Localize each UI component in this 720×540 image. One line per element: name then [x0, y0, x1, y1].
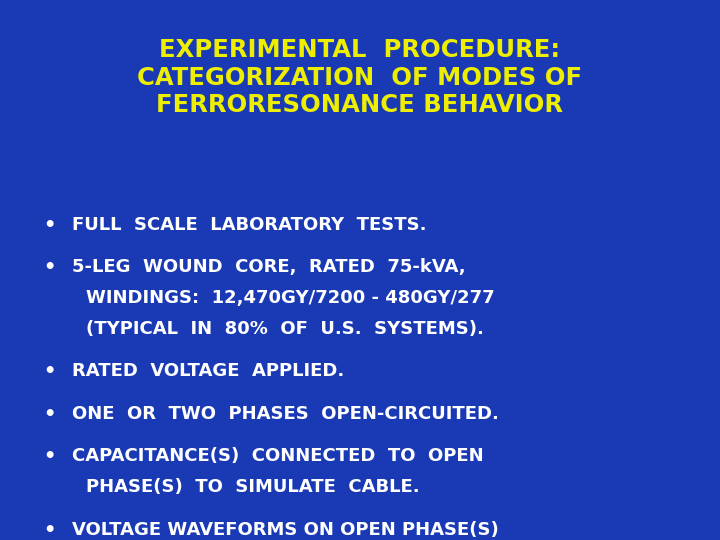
- Text: •: •: [43, 362, 55, 381]
- Text: FULL  SCALE  LABORATORY  TESTS.: FULL SCALE LABORATORY TESTS.: [72, 216, 426, 234]
- Text: (TYPICAL  IN  80%  OF  U.S.  SYSTEMS).: (TYPICAL IN 80% OF U.S. SYSTEMS).: [86, 320, 485, 338]
- Text: 5-LEG  WOUND  CORE,  RATED  75-kVA,: 5-LEG WOUND CORE, RATED 75-kVA,: [72, 259, 466, 276]
- Text: WINDINGS:  12,470GY/7200 - 480GY/277: WINDINGS: 12,470GY/7200 - 480GY/277: [86, 289, 495, 307]
- Text: •: •: [43, 405, 55, 424]
- Text: PHASE(S)  TO  SIMULATE  CABLE.: PHASE(S) TO SIMULATE CABLE.: [86, 478, 420, 496]
- Text: •: •: [43, 216, 55, 235]
- Text: RATED  VOLTAGE  APPLIED.: RATED VOLTAGE APPLIED.: [72, 362, 344, 381]
- Text: EXPERIMENTAL  PROCEDURE:
CATEGORIZATION  OF MODES OF
FERRORESONANCE BEHAVIOR: EXPERIMENTAL PROCEDURE: CATEGORIZATION O…: [138, 38, 582, 117]
- Text: ONE  OR  TWO  PHASES  OPEN-CIRCUITED.: ONE OR TWO PHASES OPEN-CIRCUITED.: [72, 405, 499, 423]
- Text: •: •: [43, 259, 55, 278]
- Text: •: •: [43, 521, 55, 539]
- Text: VOLTAGE WAVEFORMS ON OPEN PHASE(S): VOLTAGE WAVEFORMS ON OPEN PHASE(S): [72, 521, 499, 538]
- Text: •: •: [43, 447, 55, 467]
- Text: CAPACITANCE(S)  CONNECTED  TO  OPEN: CAPACITANCE(S) CONNECTED TO OPEN: [72, 447, 484, 465]
